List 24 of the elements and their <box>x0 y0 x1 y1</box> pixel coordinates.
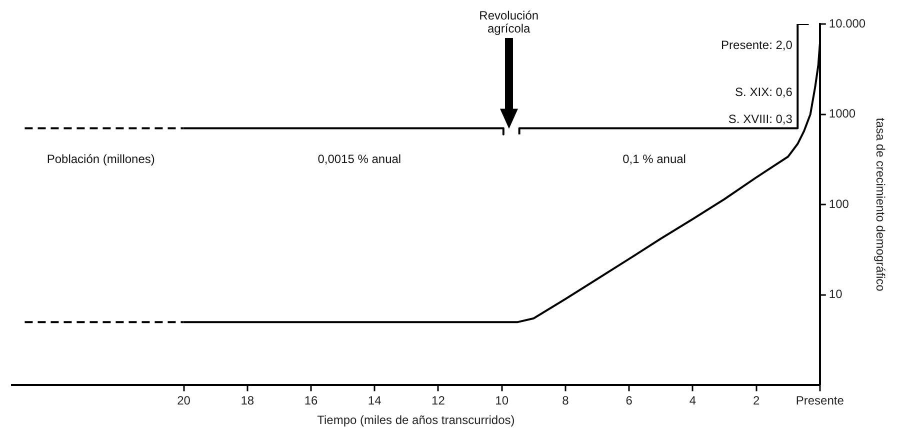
annotation: Presente: 2,0 <box>721 38 793 52</box>
y-axis-title: tasa de crecimiento demográfico <box>873 118 888 292</box>
y-tick-label: 10 <box>828 287 843 302</box>
annotation: 0,0015 % anual <box>318 152 402 166</box>
annotation: S. XIX: 0,6 <box>735 84 793 99</box>
x-tick-label: 2 <box>752 394 760 408</box>
y-tick-label: 10.000 <box>828 16 866 30</box>
x-tick-label: 4 <box>689 394 696 408</box>
x-tick-label: 12 <box>432 394 446 408</box>
annotation: S. XVIII: 0,3 <box>728 112 793 126</box>
x-tick-label: 8 <box>562 394 570 408</box>
x-tick-label: 18 <box>240 394 254 408</box>
annotation: Revolución agrícola <box>479 8 539 36</box>
y-tick-label: 1000 <box>828 106 856 121</box>
x-tick-label: Presente <box>796 394 844 408</box>
x-tick-label: 10 <box>495 394 509 408</box>
x-tick-label: 14 <box>368 394 382 408</box>
x-axis-title: Tiempo (miles de años transcurridos) <box>317 413 515 428</box>
annotation: Población (millones) <box>46 152 155 166</box>
annotation: 0,1 % anual <box>622 152 686 166</box>
x-tick-label: 16 <box>304 394 318 408</box>
x-tick-label: 20 <box>177 394 191 408</box>
x-tick-label: 6 <box>626 394 633 408</box>
y-tick-label: 100 <box>828 196 850 211</box>
